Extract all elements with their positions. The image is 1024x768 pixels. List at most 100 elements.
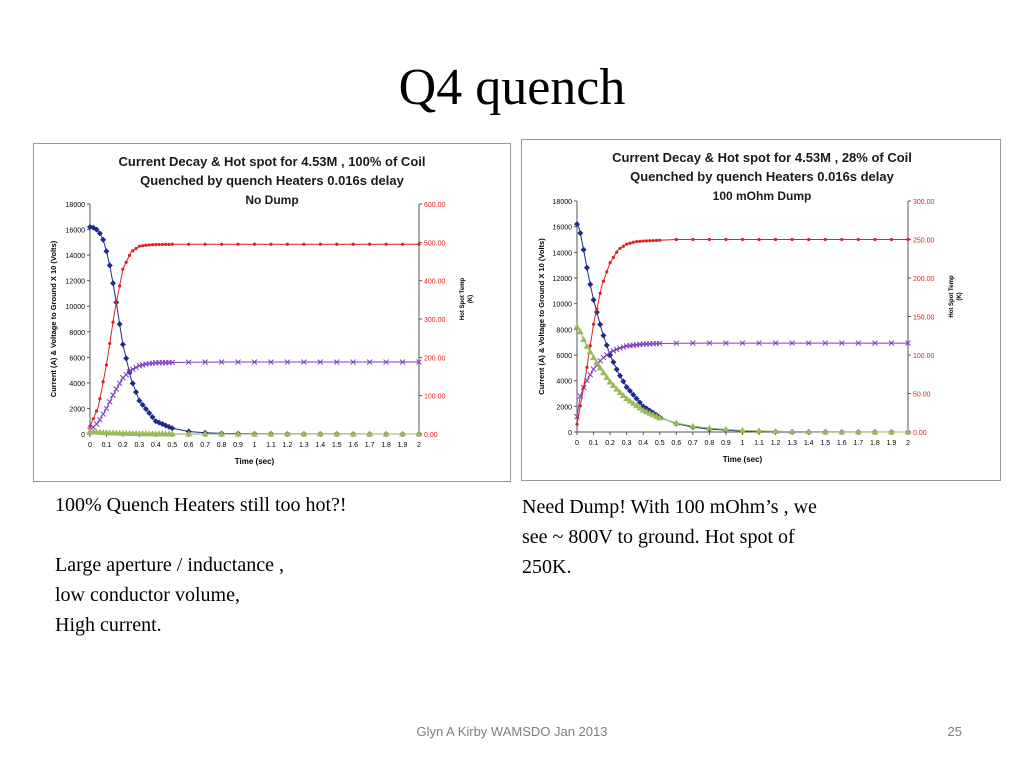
green-data-point	[821, 428, 829, 435]
temp-data-point	[170, 242, 174, 246]
x-tick-label: 0.3	[134, 442, 144, 449]
voltage-data-point	[366, 359, 373, 365]
green-data-point	[838, 428, 846, 435]
temp-data-point	[774, 237, 778, 242]
voltage-data-point	[251, 359, 258, 365]
voltage-data-point	[169, 359, 176, 366]
temp-data-point	[807, 237, 811, 242]
y-tick-label: 14000	[553, 250, 573, 257]
x-tick-label: 1.1	[754, 440, 764, 447]
temp-data-point	[638, 239, 642, 243]
green-data-point	[573, 323, 581, 330]
temp-data-point	[150, 243, 155, 247]
x-tick-label: 1.7	[365, 442, 375, 449]
caption-left: 100% Quench Heaters still too hot?! Larg…	[55, 490, 475, 640]
chart-title-line: Current Decay & Hot spot for 4.53M , 100…	[118, 154, 425, 169]
x-tick-label: 0.4	[151, 442, 161, 449]
green-data-point	[788, 428, 796, 435]
green-data-point	[382, 430, 390, 437]
temp-series-line	[576, 239, 908, 425]
current-data-point	[123, 355, 130, 362]
x-tick-label: 0.3	[622, 440, 632, 447]
temp-data-point	[740, 237, 745, 242]
voltage-data-point	[620, 344, 627, 350]
current-data-point	[149, 414, 156, 421]
temp-data-point	[591, 322, 596, 326]
green-data-point	[349, 430, 357, 437]
green-data-point	[739, 426, 746, 433]
x-tick-label: 0.2	[118, 442, 128, 449]
temp-data-point	[625, 242, 629, 246]
current-data-point	[136, 397, 143, 404]
temp-data-point	[137, 244, 141, 248]
temp-data-point	[108, 341, 112, 346]
x-tick-label: 0.9	[721, 440, 731, 447]
voltage-data-point	[610, 348, 617, 354]
temp-data-point	[101, 380, 105, 384]
x-tick-label: 1	[741, 440, 745, 447]
x-tick-label: 2	[906, 440, 910, 447]
temp-data-point	[131, 249, 135, 253]
voltage-data-point	[116, 380, 123, 387]
x-tick-label: 1.3	[787, 440, 797, 447]
y-tick-label: 0	[568, 430, 572, 437]
y-tick-label: 12000	[553, 276, 573, 283]
y2-tick-label: 200.00	[913, 276, 935, 283]
caption-left-line: Large aperture / inductance ,	[55, 554, 284, 576]
green-data-point	[656, 414, 664, 421]
voltage-data-point	[838, 340, 845, 346]
current-data-point	[600, 332, 607, 339]
temp-data-point	[757, 237, 761, 242]
temp-data-point	[615, 250, 619, 254]
voltage-data-point	[185, 359, 192, 366]
temp-data-point	[585, 365, 589, 369]
green-data-point	[333, 430, 341, 437]
voltage-data-point	[113, 386, 120, 392]
green-data-point	[854, 428, 862, 435]
voltage-data-point	[590, 366, 597, 372]
temp-data-point	[724, 237, 728, 242]
voltage-data-point	[129, 366, 136, 373]
temp-series-line	[89, 243, 419, 427]
temp-data-point	[236, 242, 240, 246]
voltage-data-point	[617, 345, 623, 351]
temp-data-point	[621, 244, 625, 248]
temp-data-point	[144, 243, 148, 247]
x-tick-label: 0.2	[605, 440, 615, 447]
green-data-point	[619, 392, 627, 399]
temp-data-point	[608, 261, 612, 265]
green-data-point	[626, 397, 634, 404]
x-tick-label: 1.8	[870, 440, 880, 447]
voltage-data-point	[689, 340, 696, 346]
green-data-point	[805, 428, 813, 435]
y-tick-label: 4000	[556, 379, 572, 386]
temp-data-point	[641, 239, 645, 243]
voltage-data-point	[139, 362, 146, 368]
caption-left-line: High current.	[55, 614, 162, 636]
temp-data-point	[124, 260, 128, 264]
temp-data-point	[104, 363, 109, 367]
temp-data-point	[856, 237, 860, 242]
voltage-data-point	[218, 359, 225, 365]
voltage-data-point	[872, 340, 878, 346]
voltage-data-point	[600, 354, 607, 361]
y2-tick-label: 300.00	[424, 317, 446, 324]
green-data-point	[705, 424, 713, 431]
voltage-data-point	[100, 411, 107, 417]
page-number: 25	[947, 724, 962, 739]
voltage-data-point	[268, 359, 274, 365]
temp-data-point	[648, 239, 652, 243]
green-data-point	[616, 388, 624, 395]
current-data-point	[623, 384, 630, 391]
temp-data-point	[654, 238, 659, 243]
voltage-data-point	[235, 359, 241, 365]
temp-data-point	[318, 242, 322, 246]
current-data-point	[100, 236, 107, 243]
y2-tick-label: 600.00	[424, 202, 446, 209]
current-data-point	[603, 342, 610, 349]
voltage-data-point	[416, 359, 422, 365]
x-tick-label: 1.3	[299, 442, 309, 449]
green-data-point	[606, 378, 614, 385]
voltage-data-point	[905, 340, 911, 346]
y2-tick-label: 0.00	[913, 430, 927, 437]
